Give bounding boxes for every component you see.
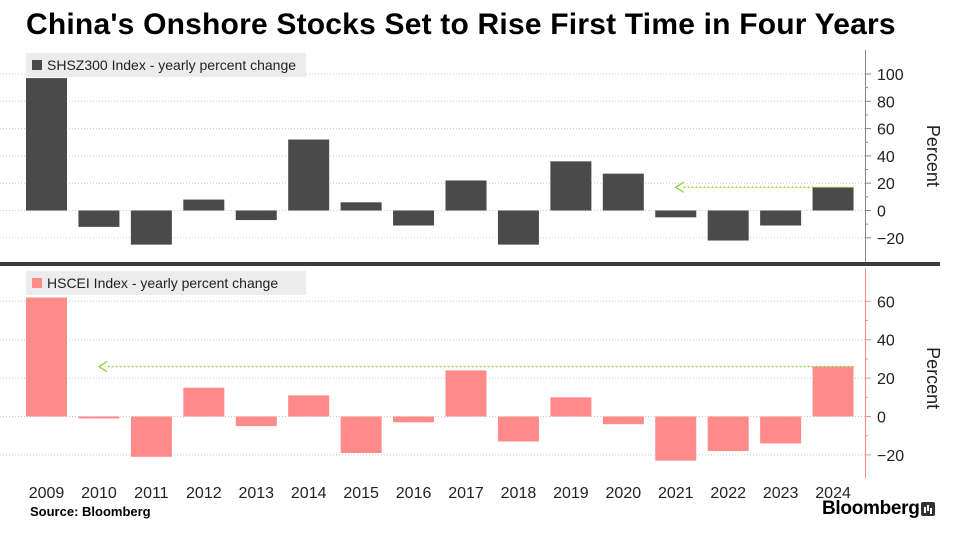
bottom-bar-2012: [183, 387, 225, 417]
bottom-y-tick-label: 0: [877, 410, 886, 427]
bottom-legend-box: [26, 271, 306, 295]
top-y-tick-label: −20: [877, 231, 904, 248]
top-bar-2019: [550, 161, 592, 211]
brand-chart-icon: [921, 502, 935, 516]
top-bar-2017: [445, 180, 487, 211]
top-y-tick-label: 40: [877, 149, 895, 166]
top-legend-box: [26, 53, 306, 77]
bottom-y-tick-label: 40: [877, 333, 895, 350]
bottom-y-axis-title: Percent: [923, 347, 943, 409]
x-tick-label-2018: 2018: [501, 485, 537, 502]
x-tick-label-2013: 2013: [238, 485, 274, 502]
panel-divider: [0, 262, 940, 266]
x-tick-label-2011: 2011: [134, 485, 169, 502]
x-tick-label-2022: 2022: [710, 485, 746, 502]
top-bar-2023: [760, 210, 802, 226]
bottom-arrow-head: [97, 361, 108, 373]
top-arrow-head: [674, 181, 685, 193]
bottom-bar-2016: [393, 416, 435, 423]
top-bar-2010: [78, 210, 120, 227]
x-tick-label-2024: 2024: [815, 485, 851, 502]
x-tick-label-2010: 2010: [81, 485, 117, 502]
x-tick-label-2015: 2015: [343, 485, 379, 502]
bottom-bar-2022: [707, 416, 749, 452]
bottom-bar-2009: [26, 297, 67, 417]
x-tick-label-2019: 2019: [553, 485, 589, 502]
top-y-tick-label: 60: [877, 122, 895, 139]
x-tick-label-2016: 2016: [396, 485, 432, 502]
bottom-legend-swatch: [32, 278, 42, 288]
top-bar-2015: [340, 202, 382, 211]
top-bar-2022: [707, 210, 749, 241]
top-y-axis-title: Percent: [923, 125, 943, 187]
top-y-tick-label: 100: [877, 67, 904, 84]
bottom-bar-2011: [130, 416, 172, 457]
top-legend-label: SHSZ300 Index - yearly percent change: [47, 57, 296, 73]
x-tick-label-2021: 2021: [658, 485, 694, 502]
top-legend-swatch: [32, 60, 42, 70]
x-tick-label-2020: 2020: [606, 485, 642, 502]
top-bar-2014: [288, 139, 330, 211]
bottom-y-tick-label: 20: [877, 371, 895, 388]
bottom-y-tick-label: −20: [877, 448, 904, 465]
bottom-legend-label: HSCEI Index - yearly percent change: [47, 275, 278, 291]
bottom-bar-2020: [602, 416, 644, 425]
top-y-tick-label: 20: [877, 176, 895, 193]
x-tick-label-2014: 2014: [291, 485, 327, 502]
source-note: Source: Bloomberg: [30, 504, 151, 519]
bottom-bar-2014: [288, 395, 330, 417]
bottom-bar-2024: [812, 366, 854, 417]
top-bar-2012: [183, 199, 225, 211]
brand-logo: Bloomberg: [822, 498, 920, 519]
x-tick-label-2012: 2012: [186, 485, 222, 502]
top-bar-2009: [26, 78, 67, 211]
chart-title: China's Onshore Stocks Set to Rise First…: [26, 8, 896, 41]
top-bar-2024: [812, 187, 854, 211]
top-bar-2013: [235, 210, 277, 221]
x-tick-label-2023: 2023: [763, 485, 799, 502]
bottom-bar-2021: [655, 416, 697, 461]
top-bar-2018: [497, 210, 539, 245]
top-bar-2021: [655, 210, 697, 218]
bottom-bar-2013: [235, 416, 277, 427]
x-tick-label-2009: 2009: [29, 485, 65, 502]
top-bar-2011: [130, 210, 172, 245]
top-bar-2020: [602, 173, 644, 211]
bottom-bar-2010: [78, 416, 120, 419]
top-bar-2016: [393, 210, 435, 226]
x-tick-label-2017: 2017: [448, 485, 484, 502]
bottom-bar-2018: [497, 416, 539, 442]
bottom-y-tick-label: 60: [877, 294, 895, 311]
bottom-bar-2017: [445, 370, 487, 417]
bottom-bar-2019: [550, 397, 592, 417]
bottom-bar-2015: [340, 416, 382, 453]
top-y-tick-label: 0: [877, 204, 886, 221]
top-y-tick-label: 80: [877, 94, 895, 111]
bottom-bar-2023: [760, 416, 802, 444]
